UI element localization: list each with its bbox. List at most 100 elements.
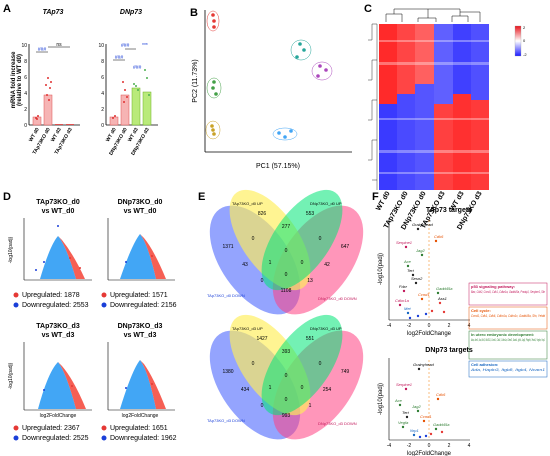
- ytick: 6: [101, 75, 104, 81]
- gene-label: Ace: [394, 398, 403, 403]
- volcano-up-label: Upregulated: 2367: [22, 425, 80, 432]
- panel-e: TAp73KO_d0 UP DNp73KO_d0 UP TAp73KO_d0 D…: [207, 189, 364, 440]
- legend-body: Bax, Cdk2, Ccnd1, Cdk1, Cdkn1a, Gadd45a,…: [471, 289, 545, 294]
- volcano-subtitle: vs WT_d3: [124, 332, 157, 339]
- ytick: 0: [24, 123, 27, 129]
- volcano-ylabel: -log10(padj): [8, 362, 14, 389]
- ytick: 10: [21, 43, 27, 49]
- ytick: 6: [24, 75, 27, 81]
- panel-f: TAp73 targets -log10(padj) -4 -2 0 2 4 l…: [378, 207, 548, 456]
- ytick: 2: [24, 107, 27, 113]
- ytick: 4: [101, 91, 104, 97]
- venn-count: 826: [258, 211, 267, 217]
- volcano-down-label: Downregulated: 2525: [22, 435, 89, 442]
- gene-label: Tert: [402, 410, 410, 415]
- heatmap-legend-max: 2: [523, 25, 526, 30]
- volcano-xlabel: log2FoldChange: [122, 413, 159, 419]
- targets-xlabel: log2FoldChange: [407, 331, 452, 337]
- volcano-title: DNp73KO_d0: [118, 199, 163, 206]
- gene-label: Grainyhead: [413, 362, 434, 367]
- venn-set-label: TAp73KO_d3 UP: [232, 326, 263, 331]
- targets-ylabel: -log10(padj): [378, 383, 384, 415]
- legend-head: Cell cycle:: [471, 308, 491, 313]
- bar: [142, 91, 152, 126]
- chart-dnp73: DNp73 0 2 4 6 8 10: [98, 9, 158, 156]
- venn-count: 1: [269, 385, 272, 391]
- venn-count: 1380: [222, 369, 233, 375]
- sig-mark: ns: [56, 42, 62, 48]
- heatmap-row-dendrogram: [368, 23, 378, 190]
- gene-label: Vegfa: [398, 420, 409, 425]
- venn-count: 1108: [281, 288, 292, 294]
- panel-label-f: F: [372, 191, 379, 203]
- heatmap-legend-mid: 0: [523, 38, 526, 43]
- venn-set-label: TAp73KO_d0 UP: [232, 201, 263, 206]
- targets-title-bottom: DNp73 targets: [425, 347, 473, 354]
- venn-count: 551: [306, 336, 315, 342]
- volcano-1: TAp73KO_d0 vs WT_d0 -log10(padj) Upregul…: [8, 199, 92, 309]
- ytick: 2: [101, 107, 104, 113]
- venn-count: 393: [282, 349, 291, 355]
- xtick: -2: [407, 443, 412, 449]
- panel-a-ylabel-2: (relative to WT d0): [17, 54, 23, 106]
- venn-count: 0: [301, 260, 304, 266]
- legend-head: In utero embryonic development:: [471, 332, 534, 337]
- chart-dnp73-title: DNp73: [120, 9, 142, 16]
- panel-c: 2 0 -2 WT d0 TAp73KO d0 DNp73KO d0 TAp73…: [368, 8, 527, 231]
- ytick: 8: [101, 59, 104, 65]
- venn-count: 254: [323, 387, 332, 393]
- xtick: 0: [428, 443, 431, 449]
- gene-label: Grainyhead: [412, 222, 433, 227]
- volcano-down-label: Downregulated: 2553: [22, 302, 89, 309]
- bar: [43, 94, 53, 126]
- targets-xlabel: log2FoldChange: [407, 451, 452, 456]
- volcano-down-label: Downregulated: 2156: [110, 302, 177, 309]
- xtick: 0: [428, 323, 431, 329]
- gene-label: Tert: [407, 268, 415, 273]
- venn-count: 0: [319, 361, 322, 367]
- xtick: 2: [448, 443, 451, 449]
- venn-count: 0: [252, 361, 255, 367]
- gene-label: Cdkn1a: [395, 298, 410, 303]
- venn-count: 13: [307, 278, 313, 284]
- panel-b: PC1 (57.15%) PC2 (11.73%): [192, 10, 352, 170]
- legend-body: Ccnd1, Cdk1, Cdk6, Cdkn1a, Cdkn1c, Gadd4…: [471, 313, 546, 318]
- gene-label: Ccnd1: [420, 414, 432, 419]
- gene-label: Cdk6: [434, 234, 444, 239]
- legend-body: Ada, Ace2, Aa, Bcl2, Bcl2l11, Ccnd1, Cdk…: [471, 337, 545, 342]
- panel-a-ylabel-1: mRNA fold increase: [11, 51, 17, 108]
- pca-xlabel: PC1 (57.15%): [256, 163, 300, 170]
- venn-count: 1: [269, 260, 272, 266]
- venn-set-label: DNp73KO_d0 UP: [310, 201, 342, 206]
- venn-count: 42: [324, 262, 330, 268]
- sig-mark: ###: [121, 43, 130, 49]
- xtick: 4: [468, 443, 471, 449]
- volcano-up-label: Upregulated: 1571: [110, 292, 168, 299]
- gene-label: Jag2: [411, 404, 421, 409]
- bar: [131, 87, 141, 126]
- venn-count: 1: [309, 403, 312, 409]
- targets-title-top: TAp73 targets: [426, 207, 472, 214]
- gene-label: Serpine1: [396, 240, 412, 245]
- panel-label-d: D: [3, 191, 11, 203]
- venn-count: 1427: [256, 336, 267, 342]
- venn-count: 0: [285, 272, 288, 278]
- ytick: 0: [101, 123, 104, 129]
- volcano-title: TAp73KO_d3: [36, 323, 80, 330]
- venn-count: 43: [242, 262, 248, 268]
- volcano-title: TAp73KO_d0: [36, 199, 80, 206]
- venn-count: 277: [282, 224, 291, 230]
- venn-count: 553: [306, 211, 315, 217]
- venn-set-label: TAp73KO_d0 DOWN: [207, 293, 245, 298]
- panel-d: TAp73KO_d0 vs WT_d0 -log10(padj) Upregul…: [8, 199, 177, 442]
- venn-d3: TAp73KO_d3 UP DNp73KO_d3 UP TAp73KO_d3 D…: [207, 314, 364, 440]
- pca-ylabel: PC2 (11.73%): [192, 59, 199, 102]
- venn-set-label: TAp73KO_d3 DOWN: [207, 418, 245, 423]
- volcano-3: TAp73KO_d3 vs WT_d3 -log10(padj) log2Fol…: [8, 323, 92, 442]
- panel-label-a: A: [3, 3, 11, 15]
- gene-label: Ccnd1: [418, 292, 430, 297]
- targets-ylabel: -log10(padj): [378, 253, 384, 285]
- ytick: 8: [24, 59, 27, 65]
- targets-plot-top: TAp73 targets -log10(padj) -4 -2 0 2 4 l…: [378, 207, 472, 337]
